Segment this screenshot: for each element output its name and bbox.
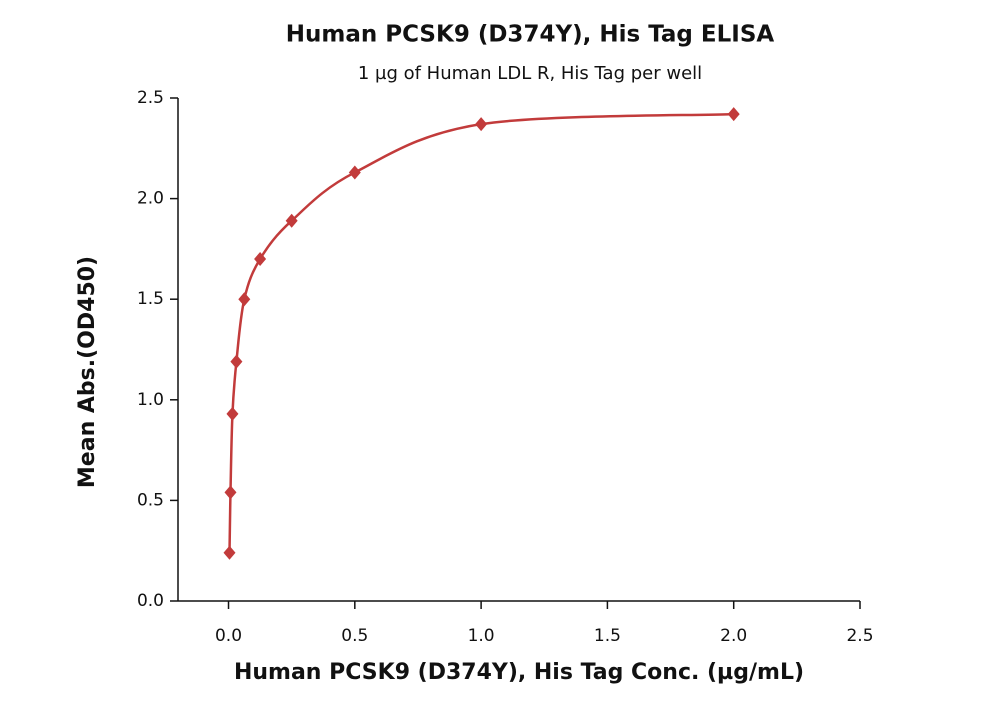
chart-subtitle: 1 µg of Human LDL R, His Tag per well bbox=[358, 63, 702, 84]
point bbox=[223, 545, 236, 560]
y-tick-label: 2.0 bbox=[137, 189, 164, 209]
x-tick-label: 1.0 bbox=[468, 626, 495, 646]
x-tick-label: 2.5 bbox=[846, 626, 873, 646]
y-tick-label: 1.0 bbox=[137, 390, 164, 410]
y-tick-label: 0.0 bbox=[137, 591, 164, 611]
point bbox=[224, 485, 237, 500]
point bbox=[226, 406, 239, 421]
x-tick-label: 0.5 bbox=[341, 626, 368, 646]
point bbox=[254, 251, 267, 266]
point bbox=[238, 292, 251, 307]
y-tick-label: 2.5 bbox=[137, 88, 164, 108]
x-tick-label: 0.0 bbox=[215, 626, 242, 646]
point bbox=[727, 107, 740, 122]
y-tick-label: 1.5 bbox=[137, 289, 164, 309]
y-axis-title: Mean Abs.(OD450) bbox=[75, 256, 100, 488]
point bbox=[475, 117, 488, 132]
y-tick-label: 0.5 bbox=[137, 490, 164, 510]
point bbox=[348, 165, 361, 180]
fit-line bbox=[228, 112, 734, 553]
chart-title: Human PCSK9 (D374Y), His Tag ELISA bbox=[286, 22, 775, 48]
point bbox=[285, 213, 298, 228]
x-tick-label: 1.5 bbox=[594, 626, 621, 646]
x-axis-title: Human PCSK9 (D374Y), His Tag Conc. (µg/m… bbox=[234, 660, 804, 685]
point bbox=[230, 354, 243, 369]
x-tick-label: 2.0 bbox=[720, 626, 747, 646]
